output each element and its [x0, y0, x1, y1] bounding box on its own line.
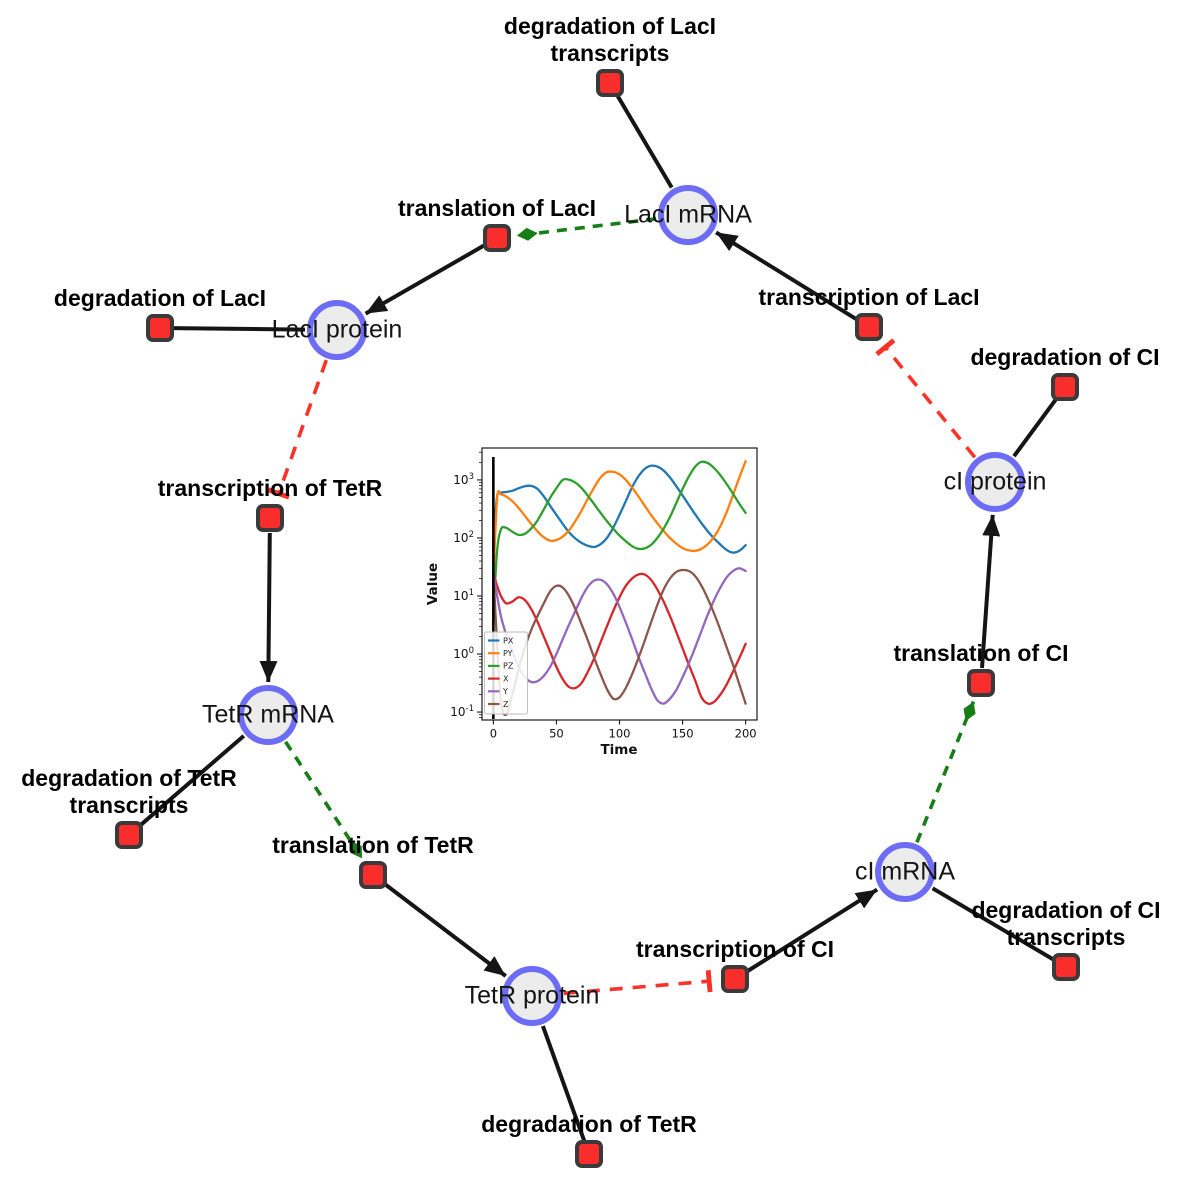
reaction-label-translation-tetR: translation of TetR [272, 832, 473, 859]
species-node-tetR-protein[interactable] [502, 966, 562, 1026]
x-tick-label: 50 [549, 727, 564, 741]
reaction-node-transcription-tetR[interactable] [256, 504, 284, 532]
edge-transcription_cI-to-cI_mRNA-production [746, 887, 879, 973]
edge-translation_tetR-to-tetR_protein-production [383, 882, 507, 978]
edge-cI_protein-to-deg_cI-consumption [1012, 395, 1060, 458]
x-tick-label: 0 [490, 727, 497, 741]
reaction-label-line: transcripts [1006, 924, 1126, 950]
reaction-node-deg-tetR[interactable] [575, 1140, 603, 1168]
reaction-node-translation-cI[interactable] [967, 669, 995, 697]
legend-label-PZ: PZ [503, 662, 514, 671]
reaction-label-translation-cI: translation of CI [893, 640, 1068, 667]
species-label-lacI-protein: LacI protein [271, 315, 403, 344]
species-node-cI-protein[interactable] [965, 452, 1025, 512]
reaction-node-deg-cI-transcripts[interactable] [1052, 953, 1080, 981]
reaction-label-line: transcription of LacI [758, 284, 980, 310]
edge-cI_mRNA-to-translation_cI-modifier [915, 700, 976, 843]
reaction-label-line: degradation of LacI [503, 13, 717, 39]
species-node-tetR-mRNA[interactable] [238, 685, 298, 745]
reaction-label-deg-cI: degradation of CI [970, 344, 1159, 371]
legend-label-PX: PX [503, 636, 514, 645]
reaction-label-deg-cI-transcripts: degradation of CI transcripts [971, 897, 1160, 951]
edges-layer [136, 92, 1060, 1144]
reaction-label-line: degradation of CI [971, 897, 1161, 923]
edge-tetR_protein-to-deg_tetR-consumption [541, 1025, 587, 1144]
legend-label-PY: PY [503, 649, 513, 658]
y-tick-label: 100 [453, 646, 474, 661]
reaction-label-line: translation of TetR [272, 832, 474, 858]
reaction-label-deg-tetR: degradation of TetR [481, 1111, 697, 1138]
x-axis-label: Time [600, 742, 637, 758]
reaction-label-line: degradation of CI [970, 344, 1160, 370]
species-label-cI-mRNA: cI mRNA [855, 857, 955, 886]
reaction-label-line: translation of LacI [397, 195, 597, 221]
edge-tetR_mRNA-to-translation_tetR-modifier [284, 740, 364, 860]
reaction-node-deg-cI[interactable] [1051, 373, 1079, 401]
series-line-PZ [492, 460, 747, 615]
reaction-node-transcription-lacI[interactable] [855, 313, 883, 341]
x-tick-label: 150 [672, 727, 694, 741]
legend-label-X: X [503, 674, 509, 683]
edge-lacI_protein-to-transcription_tetR-inhibition [267, 359, 328, 500]
reaction-label-transcription-cI: transcription of CI [636, 936, 834, 963]
reaction-label-translation-lacI: translation of LacI [398, 195, 596, 222]
reaction-label-transcription-tetR: transcription of TetR [158, 475, 382, 502]
series-line-Y [492, 567, 747, 705]
species-label-tetR-mRNA: TetR mRNA [202, 700, 334, 729]
edge-transcription_tetR-to-tetR_mRNA-production [259, 532, 278, 683]
x-tick-label: 100 [609, 727, 631, 741]
reaction-node-deg-lacI-transcripts[interactable] [596, 69, 624, 97]
reaction-node-deg-lacI[interactable] [146, 314, 174, 342]
series-line-PX [492, 464, 747, 554]
chart-legend: PX PY PZ XYZ [484, 631, 528, 715]
edge-translation_cI-to-cI_protein-production [980, 514, 1001, 669]
reaction-label-line: transcription of TetR [157, 475, 383, 501]
y-tick-label: 101 [453, 588, 474, 603]
edge-transcription_lacI-to-lacI_mRNA-production [715, 230, 858, 321]
edge-lacI_mRNA-to-deg_lacI_transcripts-consumption [614, 92, 674, 189]
edge-tetR_mRNA-to-deg_tetR_transcripts-consumption [136, 734, 246, 829]
series-line-X [492, 571, 747, 706]
species-node-lacI-protein[interactable] [307, 300, 367, 360]
x-tick-label: 200 [735, 727, 757, 741]
edge-lacI_protein-to-deg_lacI-consumption [171, 326, 306, 332]
reaction-label-line: transcripts [69, 792, 189, 818]
y-tick-label: 10-1 [450, 704, 474, 719]
reaction-label-line: degradation of TetR [481, 1111, 697, 1137]
y-tick-label: 102 [453, 530, 474, 545]
species-label-lacI-mRNA: LacI mRNA [624, 200, 752, 229]
reaction-label-deg-lacI: degradation of LacI [54, 285, 266, 312]
edge-tetR_protein-to-transcription_cI-inhibition [563, 970, 713, 996]
reaction-label-line: translation of CI [893, 640, 1069, 666]
reaction-label-line: transcription of CI [635, 936, 835, 962]
reaction-node-deg-tetR-transcripts[interactable] [115, 821, 143, 849]
reaction-label-line: degradation of TetR [21, 765, 237, 791]
legend-label-Y: Y [502, 687, 508, 696]
reaction-node-translation-lacI[interactable] [483, 224, 511, 252]
edge-cI_mRNA-to-deg_cI_transcripts-consumption [931, 886, 1057, 963]
species-node-cI-mRNA[interactable] [875, 842, 935, 902]
species-node-lacI-mRNA[interactable] [658, 185, 718, 245]
reaction-label-transcription-lacI: transcription of LacI [758, 284, 979, 311]
edge-cI_protein-to-transcription_lacI-inhibition [875, 338, 977, 459]
reaction-label-deg-lacI-transcripts: degradation of LacI transcripts [504, 13, 716, 67]
reaction-node-transcription-cI[interactable] [721, 965, 749, 993]
legend-label-Z: Z [503, 700, 509, 709]
edge-lacI_mRNA-to-translation_lacI-modifier [516, 217, 657, 241]
species-label-tetR-protein: TetR protein [464, 981, 600, 1010]
series-line-Z [492, 568, 747, 717]
species-label-cI-protein: cI protein [943, 467, 1047, 496]
reaction-node-translation-tetR[interactable] [359, 861, 387, 889]
series-line-PY [492, 460, 747, 580]
reaction-label-deg-tetR-transcripts: degradation of TetR transcripts [21, 765, 237, 819]
edge-translation_lacI-to-lacI_protein-production [364, 243, 485, 316]
reaction-label-line: degradation of LacI [53, 285, 267, 311]
y-tick-label: 103 [453, 472, 474, 487]
y-axis-label: Value [425, 563, 441, 605]
reaction-label-line: transcripts [550, 40, 670, 66]
